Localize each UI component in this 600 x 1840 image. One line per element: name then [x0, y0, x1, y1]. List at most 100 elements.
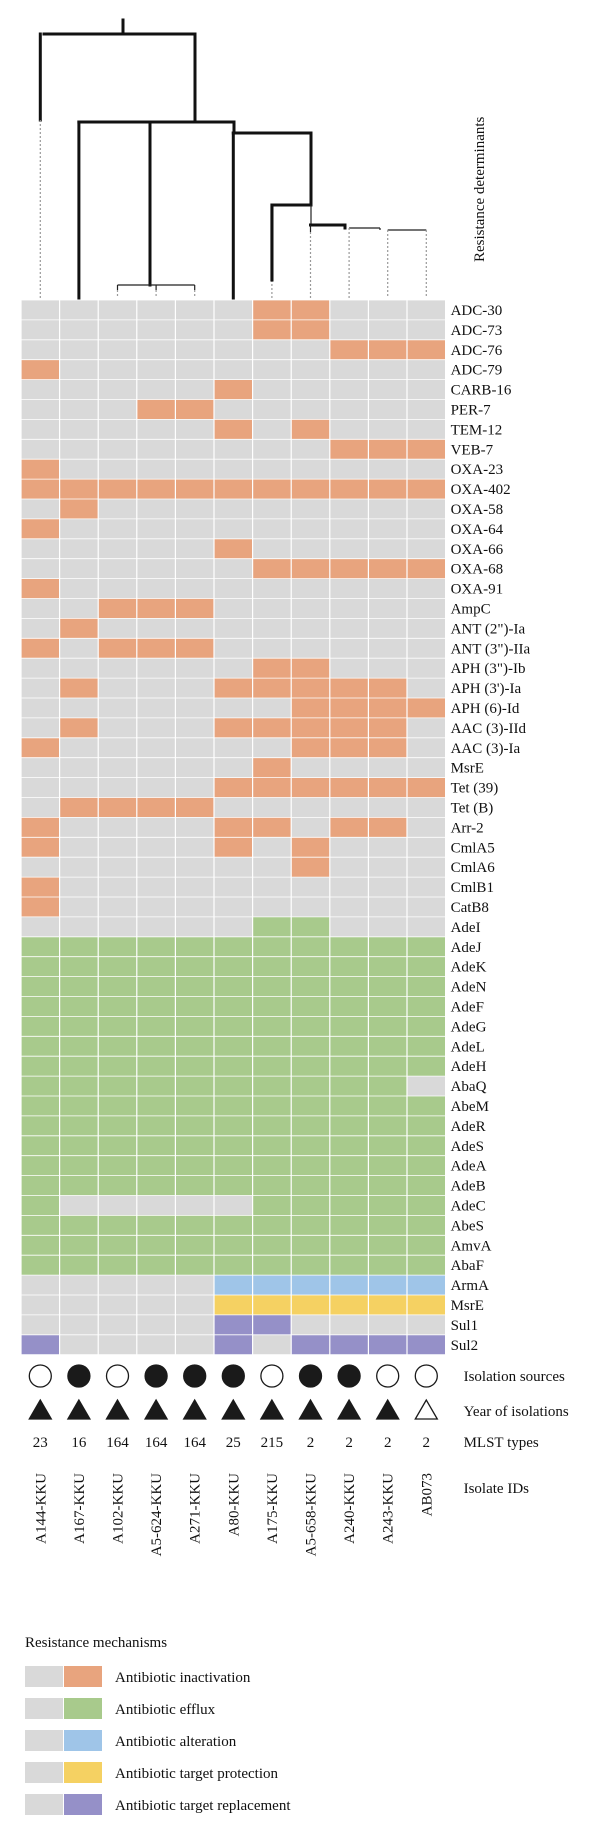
heatmap-cell	[329, 499, 369, 519]
mlst-value: 25	[226, 1435, 241, 1451]
heatmap-cell	[291, 339, 330, 360]
heatmap-cell	[252, 1155, 292, 1176]
heatmap-cell	[214, 558, 253, 579]
heatmap-cell	[329, 379, 369, 400]
heatmap-cell	[214, 857, 253, 878]
heatmap-cell	[329, 737, 369, 758]
heatmap-cell	[407, 777, 446, 798]
heatmap-cell	[329, 578, 369, 599]
heatmap-cell	[175, 777, 214, 798]
heatmap-cell	[214, 737, 253, 758]
heatmap-cell	[98, 379, 137, 400]
heatmap-cell	[368, 1036, 407, 1057]
heatmap-cell	[291, 558, 330, 579]
heatmap-cell	[21, 359, 60, 380]
heatmap-cell	[136, 399, 176, 420]
heatmap-cell	[252, 1195, 292, 1216]
heatmap-cell	[214, 518, 253, 539]
mlst-value: 16	[71, 1435, 87, 1451]
gene-label: OXA-91	[451, 582, 504, 598]
heatmap-cell	[291, 319, 330, 340]
heatmap-cell	[21, 1056, 60, 1077]
heatmap-cell	[252, 1314, 292, 1335]
heatmap-cell	[407, 936, 446, 957]
heatmap-cell	[291, 499, 330, 519]
heatmap-cell	[368, 837, 407, 858]
heatmap-cell	[368, 1215, 407, 1236]
gene-label: AdeJ	[451, 940, 482, 956]
heatmap-cell	[291, 1334, 330, 1355]
heatmap-cell	[59, 877, 99, 897]
heatmap-cell	[329, 598, 369, 619]
heatmap-cell	[368, 300, 407, 320]
heatmap-cell	[291, 479, 330, 499]
isolation-source-marker	[28, 1364, 52, 1388]
heatmap-cell	[98, 1056, 137, 1077]
heatmap-cell	[59, 797, 99, 818]
heatmap-cell	[21, 976, 60, 997]
heatmap-cell	[21, 717, 60, 738]
heatmap-cell	[407, 598, 446, 619]
gene-label: CARB-16	[451, 383, 512, 399]
heatmap-cell	[214, 1175, 253, 1196]
heatmap-cell	[368, 379, 407, 400]
heatmap-cell	[368, 578, 407, 599]
heatmap-cell	[291, 419, 330, 440]
heatmap-cell	[21, 1135, 60, 1156]
heatmap-cell	[252, 678, 292, 698]
heatmap-cell	[329, 877, 369, 897]
heatmap-cell	[175, 837, 214, 858]
heatmap-cell	[98, 757, 137, 778]
heatmap-cell	[329, 339, 369, 360]
heatmap-cell	[98, 1195, 137, 1216]
heatmap-cell	[252, 359, 292, 380]
heatmap-cell	[175, 1255, 214, 1276]
heatmap-cell	[214, 459, 253, 480]
year-marker	[298, 1398, 323, 1420]
heatmap-cell	[329, 399, 369, 420]
year-marker	[66, 1398, 92, 1420]
heatmap-cell	[175, 439, 214, 460]
heatmap-cell	[136, 638, 176, 659]
heatmap-cell	[98, 598, 137, 619]
heatmap-cell	[21, 996, 60, 1017]
heatmap-cell	[175, 518, 214, 539]
heatmap-cell	[329, 459, 369, 480]
heatmap-cell	[214, 698, 253, 718]
isolation-source-marker	[414, 1364, 438, 1388]
heatmap-cell	[368, 558, 407, 579]
gene-label: AbeS	[451, 1218, 484, 1234]
heatmap-cell	[291, 757, 330, 778]
heatmap-cell	[21, 817, 60, 838]
heatmap-cell	[21, 598, 60, 619]
gene-label: MsrE	[451, 1298, 484, 1314]
heatmap-cell	[407, 897, 446, 917]
heatmap-cell	[368, 518, 407, 539]
heatmap-cell	[214, 359, 253, 380]
heatmap-cell	[214, 1275, 253, 1295]
isolate-id-label: A80-KKU	[226, 1473, 242, 1536]
heatmap-cell	[21, 1016, 60, 1037]
heatmap-cell	[368, 678, 407, 698]
isolation-source-marker	[183, 1364, 207, 1388]
heatmap-cell	[407, 1195, 446, 1216]
heatmap-cell	[136, 658, 176, 679]
gene-label: AAC (3)-IId	[451, 721, 527, 737]
heatmap-cell	[98, 956, 137, 977]
heatmap-cell	[329, 1155, 369, 1176]
heatmap-cell	[368, 1275, 407, 1295]
heatmap-cell	[407, 658, 446, 679]
heatmap-cell	[59, 956, 99, 977]
heatmap-cell	[136, 1334, 176, 1355]
heatmap-cell	[136, 339, 176, 360]
heatmap-cell	[21, 379, 60, 400]
heatmap-cell	[368, 399, 407, 420]
heatmap-cell	[407, 996, 446, 1017]
mlst-value: 2	[423, 1435, 431, 1451]
heatmap-cell	[252, 1175, 292, 1196]
heatmap-cell	[329, 479, 369, 499]
heatmap-cell	[21, 1215, 60, 1236]
heatmap-cell	[59, 1056, 99, 1077]
heatmap-cell	[291, 1235, 330, 1256]
heatmap-cell	[136, 757, 176, 778]
